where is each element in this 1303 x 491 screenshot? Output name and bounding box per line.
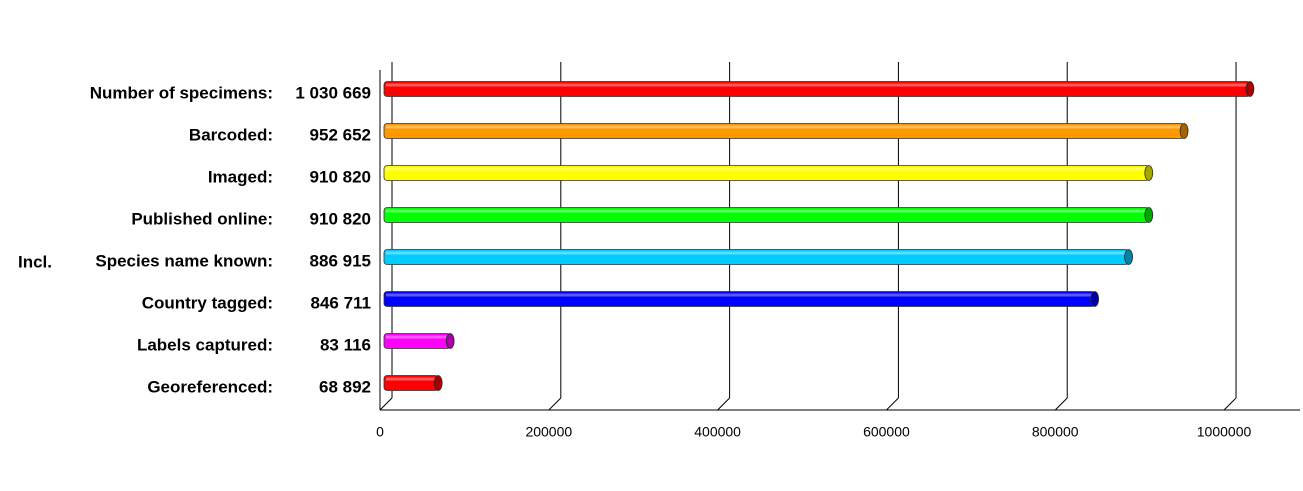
x-tick-label: 400000 xyxy=(694,424,741,440)
value-label: 83 116 xyxy=(320,335,371,354)
x-tick-label: 1000000 xyxy=(1197,424,1252,440)
bar-cap xyxy=(1245,81,1255,97)
bar-cap-shade xyxy=(1144,165,1153,181)
bar-shine xyxy=(386,209,1147,213)
value-label: 910 820 xyxy=(310,167,371,186)
bar-cap xyxy=(445,333,455,349)
bar-cap xyxy=(1179,123,1189,139)
value-label: 952 652 xyxy=(310,125,371,144)
category-label: Imaged: xyxy=(208,167,273,186)
x-tick-label: 800000 xyxy=(1032,424,1079,440)
category-label: Published online: xyxy=(131,209,273,228)
annotation: Incl. xyxy=(18,252,52,271)
bar-shine xyxy=(386,125,1183,129)
tick-mark xyxy=(379,397,393,411)
tick-mark xyxy=(1054,397,1068,411)
category-label: Country tagged: xyxy=(142,293,273,312)
category-label: Labels captured: xyxy=(137,335,273,354)
value-label: 1 030 669 xyxy=(295,83,371,102)
tick-mark xyxy=(717,397,730,411)
tick-mark xyxy=(1223,397,1237,411)
bar-cap-shade xyxy=(1090,291,1099,307)
bar-cap-shade xyxy=(1245,81,1254,97)
bar-shine xyxy=(386,83,1248,87)
bar-shine xyxy=(386,293,1093,297)
bar-shine xyxy=(386,335,449,339)
category-label: Species name known: xyxy=(95,251,273,270)
bar-cap-shade xyxy=(1124,249,1133,265)
category-label: Georeferenced: xyxy=(147,377,273,396)
x-tick-label: 0 xyxy=(376,424,384,440)
bar-cap-shade xyxy=(1180,123,1189,139)
category-label: Barcoded: xyxy=(189,125,273,144)
bar-cap-shade xyxy=(446,333,455,349)
value-label: 846 711 xyxy=(310,293,371,312)
bar-shine xyxy=(386,377,437,381)
x-tick-label: 200000 xyxy=(525,424,572,440)
bar-cap xyxy=(1090,291,1100,307)
bar-cap xyxy=(1124,249,1133,265)
tick-mark xyxy=(548,397,562,411)
bar-cap-shade xyxy=(434,375,443,391)
bar-shine xyxy=(386,167,1147,171)
value-label: 68 892 xyxy=(319,377,371,396)
bar-cap xyxy=(1144,165,1154,181)
bar-cap xyxy=(433,375,443,391)
bar-shine xyxy=(386,251,1127,255)
bar-cap-shade xyxy=(1144,207,1153,223)
value-label: 910 820 xyxy=(310,209,371,228)
tick-mark xyxy=(886,397,899,411)
x-tick-label: 600000 xyxy=(863,424,910,440)
value-label: 886 915 xyxy=(310,251,371,270)
category-label: Number of specimens: xyxy=(90,83,273,102)
bar-cap xyxy=(1144,207,1154,223)
